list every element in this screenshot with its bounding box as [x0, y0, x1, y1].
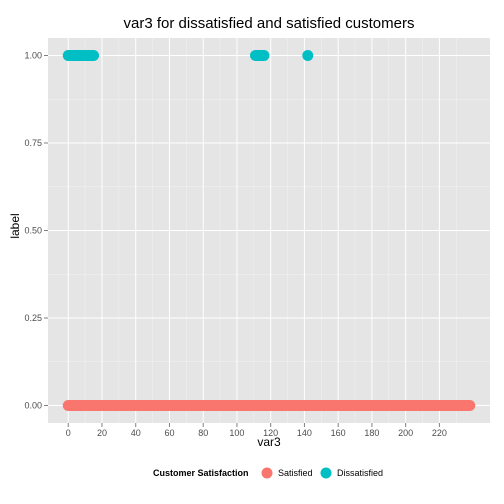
x-tick-label: 60: [164, 428, 174, 438]
y-axis: 0.00 0.25 0.50 0.75 1.00: [24, 51, 48, 411]
y-tick-label: 0.25: [24, 313, 42, 323]
y-tick-label: 0.50: [24, 226, 42, 236]
x-tick-label: 220: [432, 428, 447, 438]
y-tick-label: 0.75: [24, 138, 42, 148]
x-tick-label: 20: [97, 428, 107, 438]
x-axis-title: var3: [257, 435, 281, 449]
y-axis-title: label: [8, 213, 22, 238]
data-point-dissatisfied: [88, 50, 100, 61]
legend-label-dissatisfied: Dissatisfied: [337, 468, 383, 478]
x-tick-label: 160: [331, 428, 346, 438]
data-point-dissatisfied: [302, 50, 314, 61]
major-gridlines: [48, 38, 490, 423]
data-point-dissatisfied: [258, 50, 270, 61]
legend-key-dissatisfied: [320, 467, 332, 479]
x-tick-label: 120: [263, 428, 278, 438]
data-point-satisfied: [464, 400, 476, 411]
x-tick-label: 140: [297, 428, 312, 438]
data-points: [62, 50, 476, 411]
legend-label-satisfied: Satisfied: [278, 468, 313, 478]
legend: Customer Satisfaction Satisfied Dissatis…: [153, 467, 383, 479]
x-tick-label: 40: [131, 428, 141, 438]
x-axis: 0 20 40 60 80 100 120 140 160 180 200 220: [66, 423, 447, 438]
y-tick-label: 1.00: [24, 51, 42, 61]
x-tick-label: 100: [229, 428, 244, 438]
x-tick-label: 0: [66, 428, 71, 438]
chart-title: var3 for dissatisfied and satisfied cust…: [124, 15, 415, 32]
legend-title: Customer Satisfaction: [153, 468, 249, 478]
x-tick-label: 80: [198, 428, 208, 438]
legend-key-satisfied: [261, 467, 273, 479]
y-tick-label: 0.00: [24, 401, 42, 411]
x-tick-label: 200: [398, 428, 413, 438]
x-tick-label: 180: [364, 428, 379, 438]
